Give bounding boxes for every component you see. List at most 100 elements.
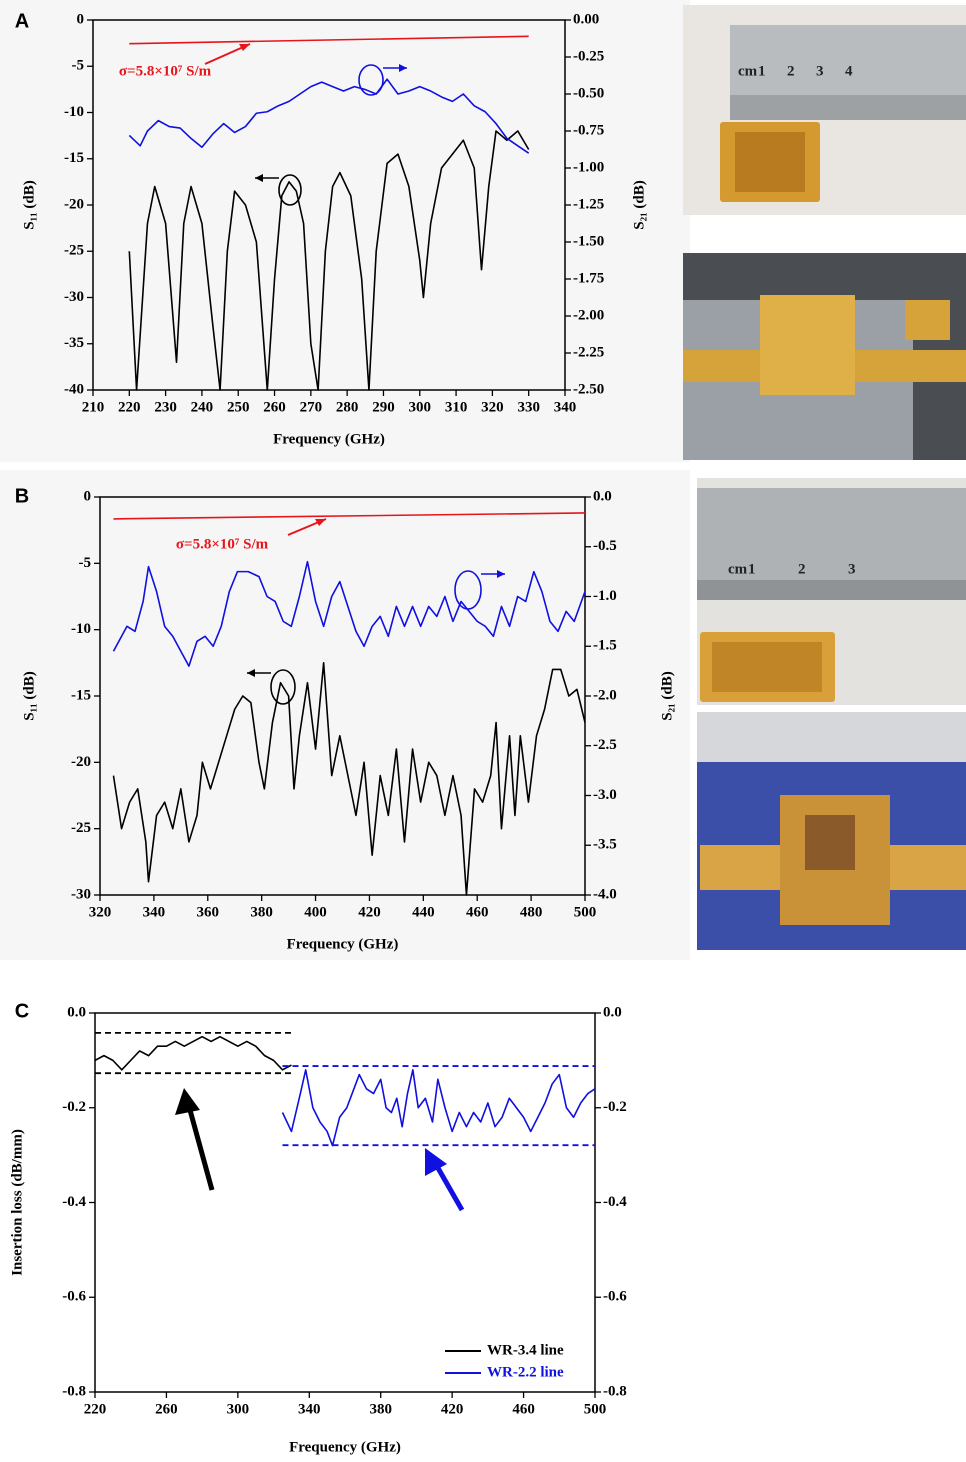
x-tick-label: 460 xyxy=(466,904,489,920)
marker-circle xyxy=(358,64,384,96)
y2-tick-label: -1.75 xyxy=(573,270,604,286)
x-tick-label: 460 xyxy=(512,1401,535,1417)
legend-label: WR-3.4 line xyxy=(487,1342,564,1358)
y2-tick-label: -3.0 xyxy=(593,787,617,803)
annotation: σ=5.8×10⁷ S/m xyxy=(176,536,269,552)
x-tick-label: 380 xyxy=(250,904,273,920)
x-tick-label: 290 xyxy=(372,399,395,415)
y2-tick-label: -1.5 xyxy=(593,638,617,654)
y-tick-label: -10 xyxy=(71,621,91,637)
y-tick-label: -0.4 xyxy=(62,1194,86,1210)
ruler-label: 2 xyxy=(787,63,795,79)
x-tick-label: 360 xyxy=(197,904,220,920)
y-tick-label: -20 xyxy=(71,754,91,770)
y2-tick-label: -3.5 xyxy=(593,837,617,853)
x-tick-label: 340 xyxy=(143,904,166,920)
y-axis-label: Insertion loss (dB/mm) xyxy=(9,1129,25,1276)
x-tick-label: 240 xyxy=(191,399,214,415)
x-tick-label: 500 xyxy=(584,1401,607,1417)
marker-circle xyxy=(270,669,296,705)
x-tick-label: 400 xyxy=(304,904,327,920)
y2-tick-label: -2.0 xyxy=(593,687,617,703)
y-tick-label: -10 xyxy=(64,104,84,120)
series-line xyxy=(129,35,529,45)
series-line xyxy=(128,78,530,154)
x-tick-label: 250 xyxy=(227,399,250,415)
ruler-label: cm xyxy=(738,63,758,79)
y-tick-label: -0.2 xyxy=(62,1099,86,1115)
ruler-label: 3 xyxy=(848,561,856,577)
x-axis-label: Frequency (GHz) xyxy=(289,1439,401,1455)
y2-tick-label: -0.25 xyxy=(573,48,604,64)
y-tick-label: 0 xyxy=(84,488,92,504)
y2-tick-label: 0.0 xyxy=(603,1004,622,1020)
y2-tick-label: 0.0 xyxy=(593,488,612,504)
y-tick-label: -0.8 xyxy=(62,1383,86,1399)
y2-tick-label: -1.50 xyxy=(573,233,604,249)
x-tick-label: 420 xyxy=(358,904,381,920)
y2-tick-label: -2.5 xyxy=(593,737,617,753)
y2-tick-label: -0.5 xyxy=(593,538,617,554)
y-tick-label: -15 xyxy=(71,687,91,703)
y-axis-label: S₁₁ (dB) xyxy=(21,180,37,229)
y-tick-label: 0 xyxy=(77,11,85,27)
ruler-label: 1 xyxy=(758,63,766,79)
x-tick-label: 260 xyxy=(155,1401,178,1417)
ruler-label: 1 xyxy=(748,561,756,577)
series-line xyxy=(112,560,586,667)
y-tick-label: -40 xyxy=(64,381,84,397)
panel-label: B xyxy=(15,485,29,507)
x-tick-label: 270 xyxy=(300,399,323,415)
y2-tick-label: 0.00 xyxy=(573,11,599,27)
x-tick-label: 420 xyxy=(441,1401,464,1417)
x-tick-label: 300 xyxy=(409,399,432,415)
x-tick-label: 220 xyxy=(118,399,141,415)
x-tick-label: 340 xyxy=(554,399,577,415)
panel-label: A xyxy=(15,10,29,32)
marker-circle xyxy=(278,174,302,206)
pointer-arrow xyxy=(435,1166,465,1212)
annotation-arrowhead xyxy=(315,519,326,526)
x-tick-label: 300 xyxy=(227,1401,250,1417)
y2-tick-label: -0.4 xyxy=(603,1194,627,1210)
photo-b-bottom xyxy=(697,712,966,950)
pointer-arrowhead xyxy=(175,1088,200,1115)
y2-tick-label: -0.75 xyxy=(573,122,604,138)
x-tick-label: 340 xyxy=(298,1401,321,1417)
x-tick-label: 310 xyxy=(445,399,468,415)
x-tick-label: 280 xyxy=(336,399,359,415)
legend-label: WR-2.2 line xyxy=(487,1364,564,1380)
x-tick-label: 320 xyxy=(89,904,112,920)
axis-arrowhead xyxy=(247,669,255,677)
y2-tick-label: -2.50 xyxy=(573,381,604,397)
y-tick-label: -5 xyxy=(72,58,85,74)
x-tick-label: 220 xyxy=(84,1401,107,1417)
ruler-label: 3 xyxy=(816,63,824,79)
y2-tick-label: -0.8 xyxy=(603,1383,627,1399)
photo-b-top xyxy=(697,478,966,705)
y-tick-label: -0.6 xyxy=(62,1289,86,1305)
x-tick-label: 440 xyxy=(412,904,435,920)
y2-axis-label: S₂₁ (dB) xyxy=(659,671,675,720)
annotation-arrowhead xyxy=(239,44,250,51)
x-tick-label: 320 xyxy=(481,399,504,415)
y-tick-label: -25 xyxy=(64,243,84,259)
x-axis-label: Frequency (GHz) xyxy=(273,431,385,447)
y-axis-label: S₁₁ (dB) xyxy=(21,671,37,720)
y-tick-label: -5 xyxy=(79,555,92,571)
photo-a-bottom xyxy=(683,253,966,460)
y2-tick-label: -0.6 xyxy=(603,1289,627,1305)
y-tick-label: -30 xyxy=(71,886,91,902)
series-line xyxy=(128,130,530,391)
panel-label: C xyxy=(15,1000,29,1022)
y-tick-label: -35 xyxy=(64,335,84,351)
panel-b-background xyxy=(0,470,690,960)
x-tick-label: 260 xyxy=(263,399,286,415)
series-line xyxy=(94,1035,292,1071)
ruler-label: 4 xyxy=(845,63,853,79)
y2-tick-label: -0.50 xyxy=(573,85,604,101)
ruler-label: cm xyxy=(728,561,748,577)
y2-tick-label: -1.00 xyxy=(573,159,604,175)
series-line xyxy=(281,1069,596,1147)
